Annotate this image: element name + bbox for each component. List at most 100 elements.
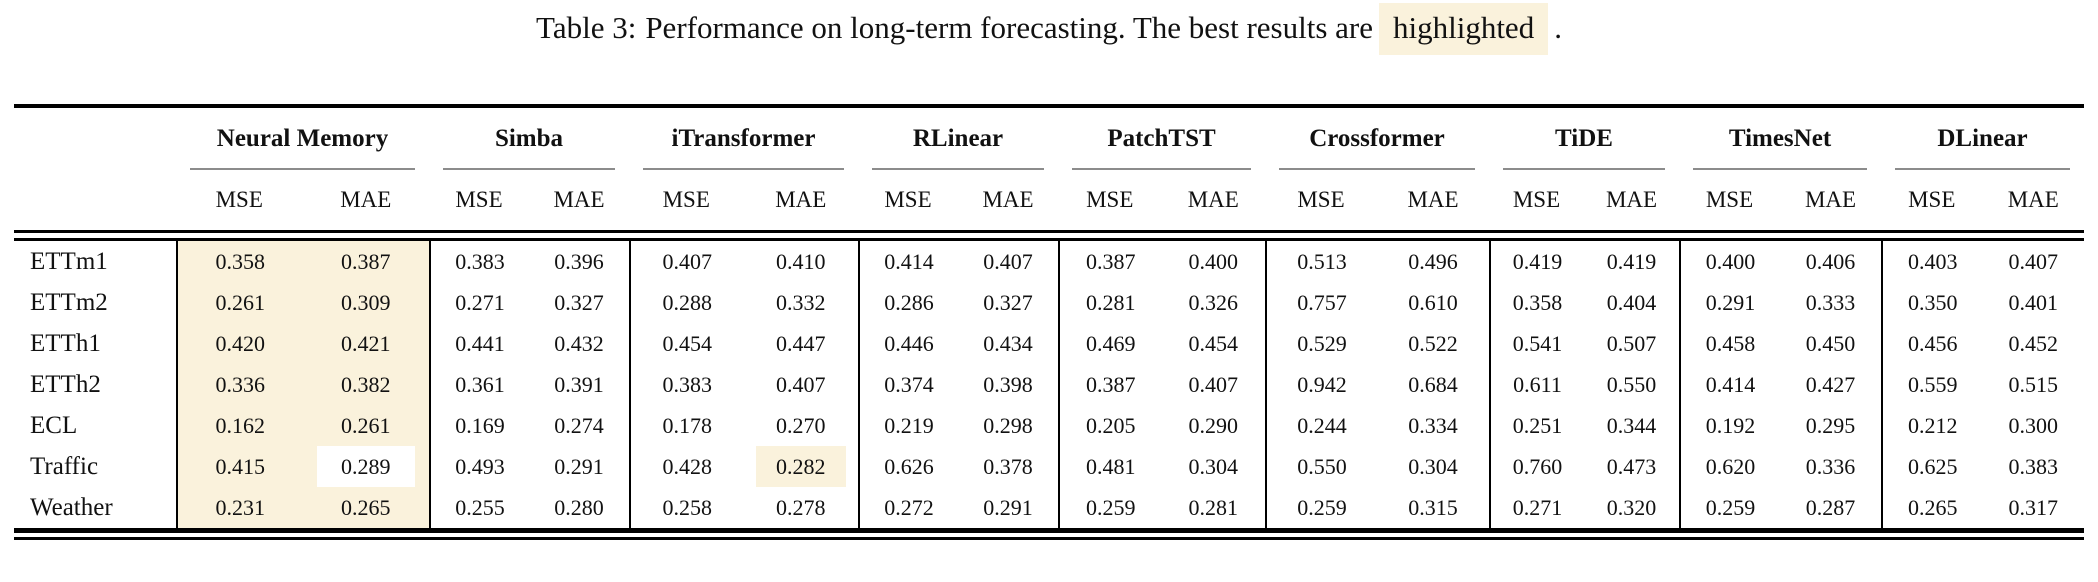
value-cell: 0.420 [176,323,303,364]
value-cell: 0.344 [1606,413,1657,438]
value-cell: 0.271 [1489,487,1584,528]
group-header-crossformer: Crossformer [1265,108,1489,170]
value-cell: 0.383 [2008,454,2059,479]
value-cell: 0.414 [858,241,958,282]
row-label: Traffic [30,453,99,480]
value-cell: 0.298 [983,413,1033,438]
value-cell: 0.432 [554,331,604,356]
metric-header-mae: MAE [340,187,392,212]
value-cell: 0.419 [1489,241,1584,282]
value-cell: 0.304 [1408,454,1458,479]
value-cell: 0.387 [1058,364,1162,405]
metric-header-mae: MAE [1804,187,1857,212]
header-metrics-row: MSE MAE MSE MAE MSE MAE MSE MAE MSE MAE MSE MAE MSE M… [14,170,2084,230]
value-cell: 0.265 [1881,487,1983,528]
value-cell: 0.454 [1188,331,1239,356]
value-cell: 0.289 [302,446,429,487]
value-cell: 0.288 [629,282,744,323]
value-cell: 0.291 [983,495,1033,520]
value-cell: 0.427 [1805,372,1856,397]
value-cell: 0.358 [176,241,303,282]
value-cell: 0.261 [176,282,303,323]
value-cell: 0.374 [858,364,958,405]
value-cell: 0.378 [983,454,1033,479]
group-header-itransformer: iTransformer [629,108,858,170]
table-row-ettm2: ETTm2 0.261 0.309 0.271 0.327 0.288 0.332 0.286… [14,282,2084,323]
group-header-rlinear: RLinear [858,108,1058,170]
caption-label: Table 3: [536,10,637,45]
value-cell: 0.286 [858,282,958,323]
value-cell: 0.281 [1188,495,1239,520]
metric-header-mae: MAE [1407,187,1459,212]
table-row-etth2: ETTh2 0.336 0.382 0.361 0.391 0.383 0.407 0.374… [14,364,2084,405]
header-separator-rule-upper [14,230,2084,233]
value-cell: 0.407 [983,249,1033,274]
value-cell: 0.336 [1805,454,1856,479]
value-cell: 0.481 [1058,446,1162,487]
value-cell: 0.334 [1408,413,1458,438]
group-header-tide: TiDE [1489,108,1679,170]
value-cell: 0.332 [776,290,826,315]
metric-header-mse: MSE [1086,187,1134,212]
value-cell: 0.383 [629,364,744,405]
value-cell: 0.446 [858,323,958,364]
value-cell: 0.398 [983,372,1033,397]
table-row-ettm1: ETTm1 0.358 0.387 0.383 0.396 0.407 0.410 0.414… [14,241,2084,282]
table-row-traffic: Traffic 0.415 0.289 0.493 0.291 0.428 0.282 0.6… [14,446,2084,487]
value-cell: 0.421 [302,323,429,364]
value-cell: 0.258 [629,487,744,528]
value-cell: 0.452 [2008,331,2059,356]
value-cell: 0.406 [1805,249,1856,274]
value-cell: 0.178 [629,405,744,446]
value-cell: 0.529 [1265,323,1377,364]
group-header-label: DLinear [1937,125,2028,152]
group-header-underline [443,168,615,170]
caption-suffix: . [1554,10,1562,45]
value-cell: 0.295 [1805,413,1856,438]
metric-header-mae: MAE [1187,187,1239,212]
group-header-underline [643,168,844,170]
non-best-white-box: 0.289 [317,446,415,487]
header-separator-rule-lower [14,238,2084,241]
value-cell: 0.942 [1265,364,1377,405]
value-cell: 0.205 [1058,405,1162,446]
metric-header-mae: MAE [1605,187,1658,212]
value-cell: 0.403 [1881,241,1983,282]
metric-header-mse: MSE [662,187,710,212]
value-cell: 0.456 [1881,323,1983,364]
metric-header-mse: MSE [1297,187,1345,212]
group-header-underline [1072,168,1251,170]
metric-header-mae: MAE [2007,187,2059,212]
group-header-label: Crossformer [1309,125,1445,152]
value-cell: 0.327 [554,290,604,315]
value-cell: 0.383 [429,241,529,282]
value-cell: 0.515 [2008,372,2059,397]
value-cell: 0.404 [1606,290,1657,315]
value-cell: 0.496 [1408,249,1458,274]
metric-header-mse: MSE [1512,187,1561,212]
value-cell: 0.469 [1058,323,1162,364]
value-cell: 0.291 [554,454,604,479]
value-cell: 0.259 [1265,487,1377,528]
row-label: ETTm1 [30,248,108,275]
metric-header-mae: MAE [775,187,827,212]
row-label: ETTh2 [30,371,101,398]
metric-header-mae: MAE [553,187,605,212]
value-cell: 0.259 [1679,487,1780,528]
value-cell: 0.410 [776,249,826,274]
value-cell: 0.611 [1489,364,1584,405]
value-cell: 0.212 [1881,405,1983,446]
value-cell: 0.259 [1058,487,1162,528]
group-header-underline [190,168,415,170]
value-cell: 0.550 [1606,372,1657,397]
value-cell: 0.419 [1606,249,1657,274]
metrics-row-spacer [14,170,176,230]
value-cell: 0.231 [176,487,303,528]
group-header-label: Simba [494,125,564,152]
value-cell: 0.261 [302,405,429,446]
group-header-label: iTransformer [671,125,816,152]
value-cell: 0.458 [1679,323,1780,364]
value-cell: 0.287 [1805,495,1856,520]
value-cell: 0.358 [1489,282,1584,323]
